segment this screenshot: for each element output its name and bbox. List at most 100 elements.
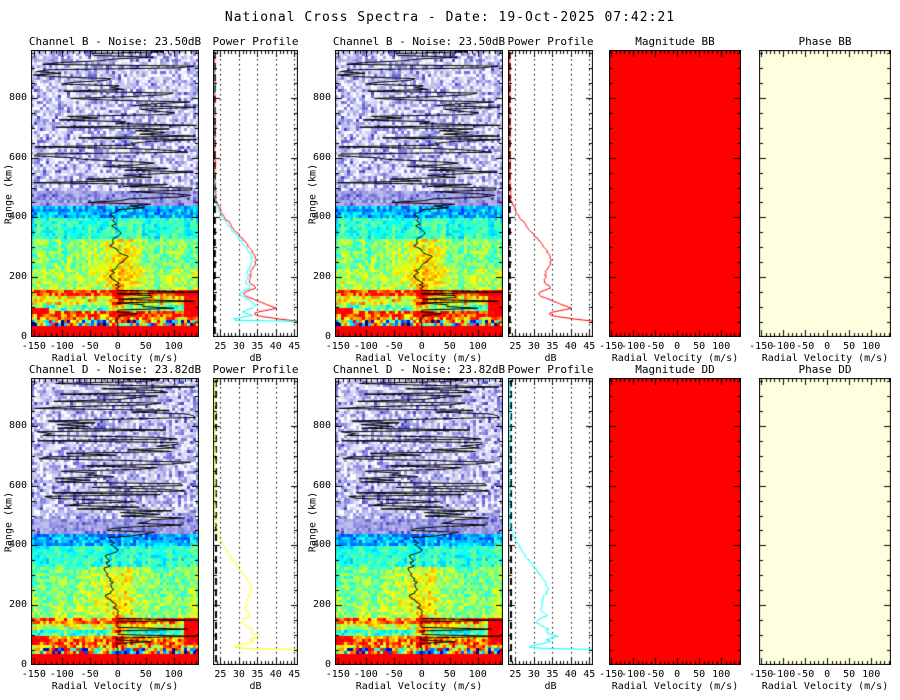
y-tick-label: 800: [8, 419, 27, 431]
x-tick-label: -150: [325, 341, 350, 352]
x-tick-label: 50: [843, 341, 856, 352]
profile-canvas: [213, 378, 298, 665]
x-tick-label: -50: [384, 341, 403, 352]
x-axis-title: Radial Velocity (m/s): [51, 681, 179, 692]
panel-power-profile-d-2: Power Profile 25 30 35 40 45 dB: [507, 363, 595, 692]
y-axis-title: Range (km): [3, 163, 15, 224]
profile-canvas: [213, 50, 298, 337]
y-tick-label: 200: [8, 271, 27, 283]
x-tick-label: -100: [621, 341, 646, 352]
x-tick-label: -50: [384, 669, 403, 680]
x-tick-label: -50: [646, 669, 665, 680]
x-axis-title: dB: [249, 681, 262, 692]
x-tick-label: -150: [599, 669, 624, 680]
x-tick-label: -100: [49, 669, 74, 680]
x-tick-label: 0: [418, 341, 425, 352]
panel-power-profile-d-1: Power Profile 25 30 35 40 45 dB: [212, 363, 300, 692]
panel-title: Power Profile: [507, 35, 594, 48]
y-axis-title: Range (km): [307, 163, 319, 224]
x-tick-label: 40: [564, 341, 577, 352]
x-tick-label: -150: [21, 669, 46, 680]
y-tick-label: 0: [324, 659, 331, 670]
x-tick-label: 0: [114, 341, 121, 352]
x-tick-label: 50: [693, 669, 706, 680]
x-axis-title: Radial Velocity (m/s): [611, 681, 739, 692]
y-tick-label: 0: [20, 659, 27, 670]
y-tick-label: 0: [324, 331, 331, 342]
x-tick-label: 100: [468, 669, 487, 680]
y-tick-label: 200: [312, 599, 331, 611]
y-tick-label: 400: [312, 539, 331, 551]
x-tick-label: 35: [546, 669, 559, 680]
y-axis-title: Range (km): [3, 491, 15, 552]
panel-title: Magnitude DD: [635, 363, 715, 376]
panel-title: Phase BB: [798, 35, 852, 48]
x-tick-label: 40: [269, 341, 282, 352]
panel-title: Phase DD: [798, 363, 852, 376]
panel-title: Power Profile: [212, 35, 299, 48]
spectrogram-canvas: [31, 378, 199, 665]
x-axis-title: Radial Velocity (m/s): [51, 353, 179, 364]
panel-magnitude-bb: Magnitude BB -150 -100 -50 0 50 100 Radial Velo…: [599, 35, 741, 364]
x-tick-label: -150: [325, 669, 350, 680]
x-tick-label: 100: [164, 669, 183, 680]
x-tick-label: -100: [353, 669, 378, 680]
x-tick-label: -150: [21, 341, 46, 352]
flat-canvas: [609, 50, 741, 337]
y-tick-label: 600: [8, 151, 27, 163]
x-tick-label: 40: [564, 669, 577, 680]
x-tick-label: 0: [824, 341, 831, 352]
panel-title: Magnitude BB: [635, 35, 715, 48]
figure-title: National Cross Spectra - Date: 19-Oct-20…: [224, 10, 676, 25]
y-tick-label: 600: [8, 479, 27, 491]
y-tick-label: 200: [312, 271, 331, 283]
panel-phase-bb: Phase BB -150 -100 -50 0 50 100 Radial Velocity…: [749, 35, 891, 364]
x-tick-label: 0: [824, 669, 831, 680]
x-tick-label: -150: [599, 341, 624, 352]
panel-channel-d-spectrogram-2: Channel D - Noise: 23.82dB -150 -100 -50 0 50…: [308, 363, 506, 692]
y-tick-label: 800: [8, 91, 27, 103]
y-tick-label: 200: [8, 599, 27, 611]
x-tick-label: 100: [468, 341, 487, 352]
x-tick-label: 35: [251, 341, 264, 352]
y-axis-title: Range (km): [307, 491, 319, 552]
panel-channel-d-spectrogram-1: Channel D - Noise: 23.82dB -150 -100 -50 0 50…: [4, 363, 202, 692]
x-tick-label: 30: [527, 669, 540, 680]
x-tick-label: 0: [418, 669, 425, 680]
x-tick-label: -50: [796, 341, 815, 352]
x-tick-label: 50: [139, 341, 152, 352]
y-tick-label: 400: [8, 211, 27, 223]
x-tick-label: 50: [443, 341, 456, 352]
x-tick-label: 100: [862, 341, 881, 352]
x-axis-title: Radial Velocity (m/s): [355, 353, 483, 364]
x-tick-label: 45: [583, 341, 596, 352]
x-axis-title: Radial Velocity (m/s): [611, 353, 739, 364]
x-tick-label: 25: [509, 341, 522, 352]
spectrogram-canvas: [335, 378, 503, 665]
y-tick-label: 800: [312, 91, 331, 103]
panel-channel-b-spectrogram-1: Channel B - Noise: 23.50dB -150 -100 -50 0 50…: [4, 35, 202, 364]
panel-title: Power Profile: [212, 363, 299, 376]
x-tick-label: -100: [49, 341, 74, 352]
profile-canvas: [508, 50, 593, 337]
x-tick-label: 0: [114, 669, 121, 680]
y-tick-label: 800: [312, 419, 331, 431]
y-tick-label: 600: [312, 479, 331, 491]
x-axis-title: dB: [249, 353, 262, 364]
panel-power-profile-b-2: Power Profile 25 30 35 40 45 dB: [507, 35, 595, 364]
y-tick-label: 400: [312, 211, 331, 223]
x-tick-label: 40: [269, 669, 282, 680]
x-tick-label: 30: [232, 341, 245, 352]
y-tick-label: 600: [312, 151, 331, 163]
x-axis-title: Radial Velocity (m/s): [355, 681, 483, 692]
x-tick-label: 45: [583, 669, 596, 680]
x-tick-label: -50: [796, 669, 815, 680]
panel-title: Channel D - Noise: 23.82dB: [332, 363, 506, 376]
flat-canvas: [759, 50, 891, 337]
panel-title: Channel B - Noise: 23.50dB: [332, 35, 506, 48]
x-tick-label: 25: [214, 669, 227, 680]
x-tick-label: 50: [443, 669, 456, 680]
x-tick-label: 0: [674, 669, 681, 680]
